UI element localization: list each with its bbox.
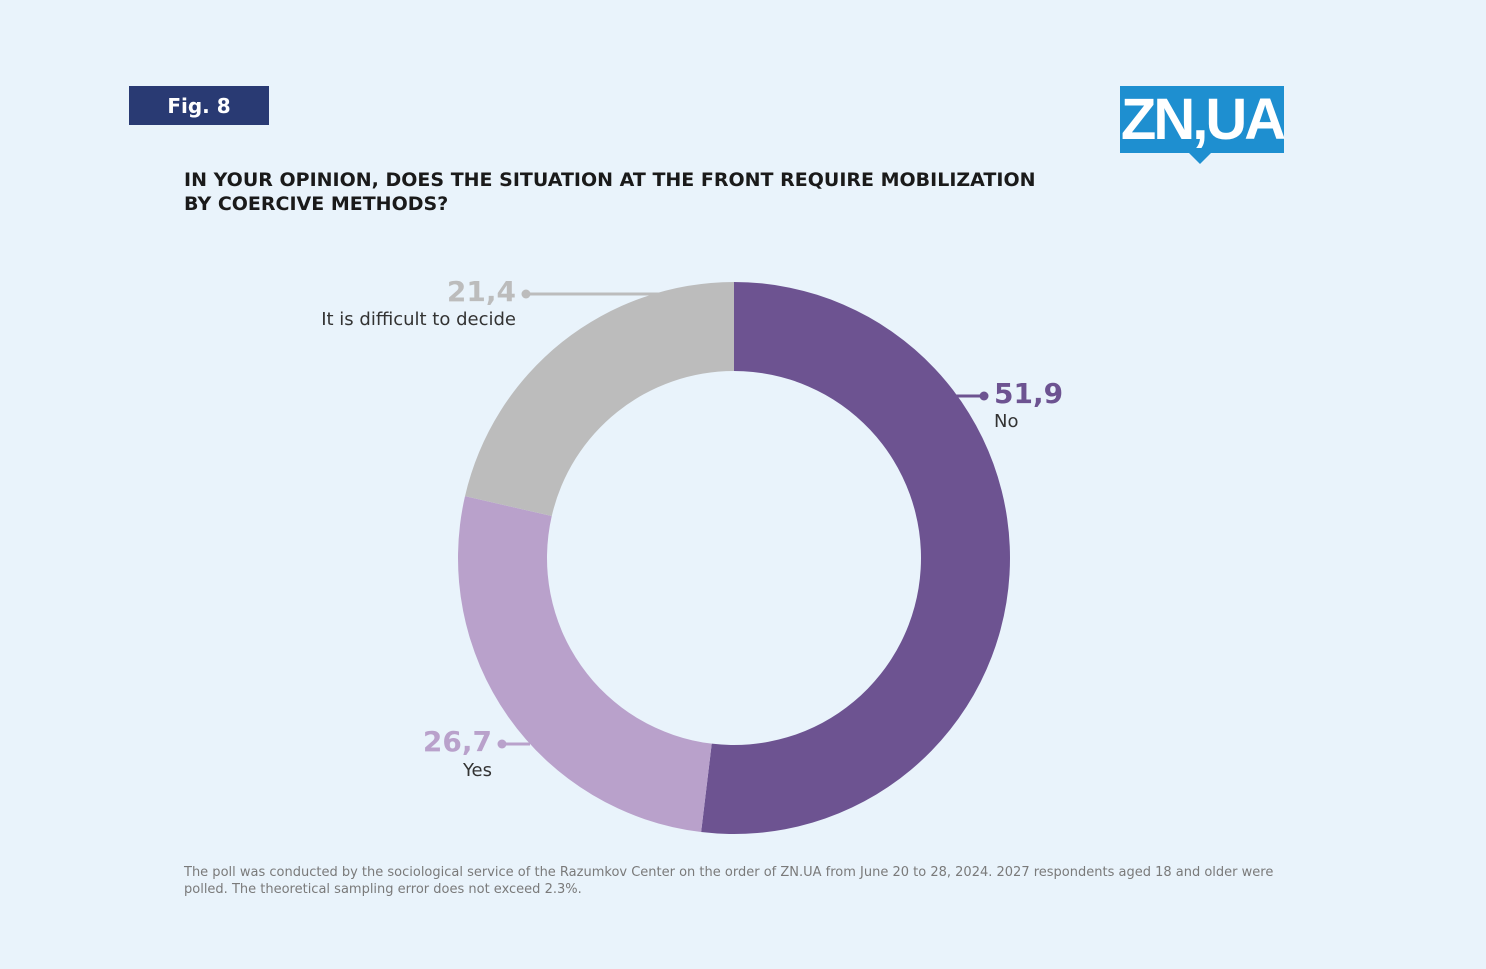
data-label-category: Yes bbox=[462, 760, 492, 781]
chart-title: IN YOUR OPINION, DOES THE SITUATION AT T… bbox=[184, 169, 1036, 215]
data-label-category: No bbox=[994, 411, 1018, 432]
logo-speech-tail bbox=[1188, 152, 1212, 164]
data-label-value: 51,9 bbox=[994, 377, 1063, 410]
figure-badge: Fig. 8 bbox=[129, 86, 269, 125]
slice-yes bbox=[458, 496, 712, 833]
slice-no bbox=[701, 282, 1011, 835]
logo-text: ZN,UA bbox=[1120, 86, 1286, 153]
footnote: The poll was conducted by the sociologic… bbox=[184, 865, 1274, 897]
zn-ua-logo: ZN,UA bbox=[1120, 86, 1286, 164]
data-label-category: It is difficult to decide bbox=[321, 309, 516, 330]
callout-dot bbox=[497, 739, 507, 749]
donut-slices bbox=[458, 282, 1011, 835]
callout-dot bbox=[521, 289, 531, 299]
slice-it-is-difficult-to-decide bbox=[465, 282, 734, 517]
data-label-value: 26,7 bbox=[423, 725, 492, 758]
callout-dot bbox=[979, 391, 989, 401]
data-label-value: 21,4 bbox=[447, 275, 516, 308]
